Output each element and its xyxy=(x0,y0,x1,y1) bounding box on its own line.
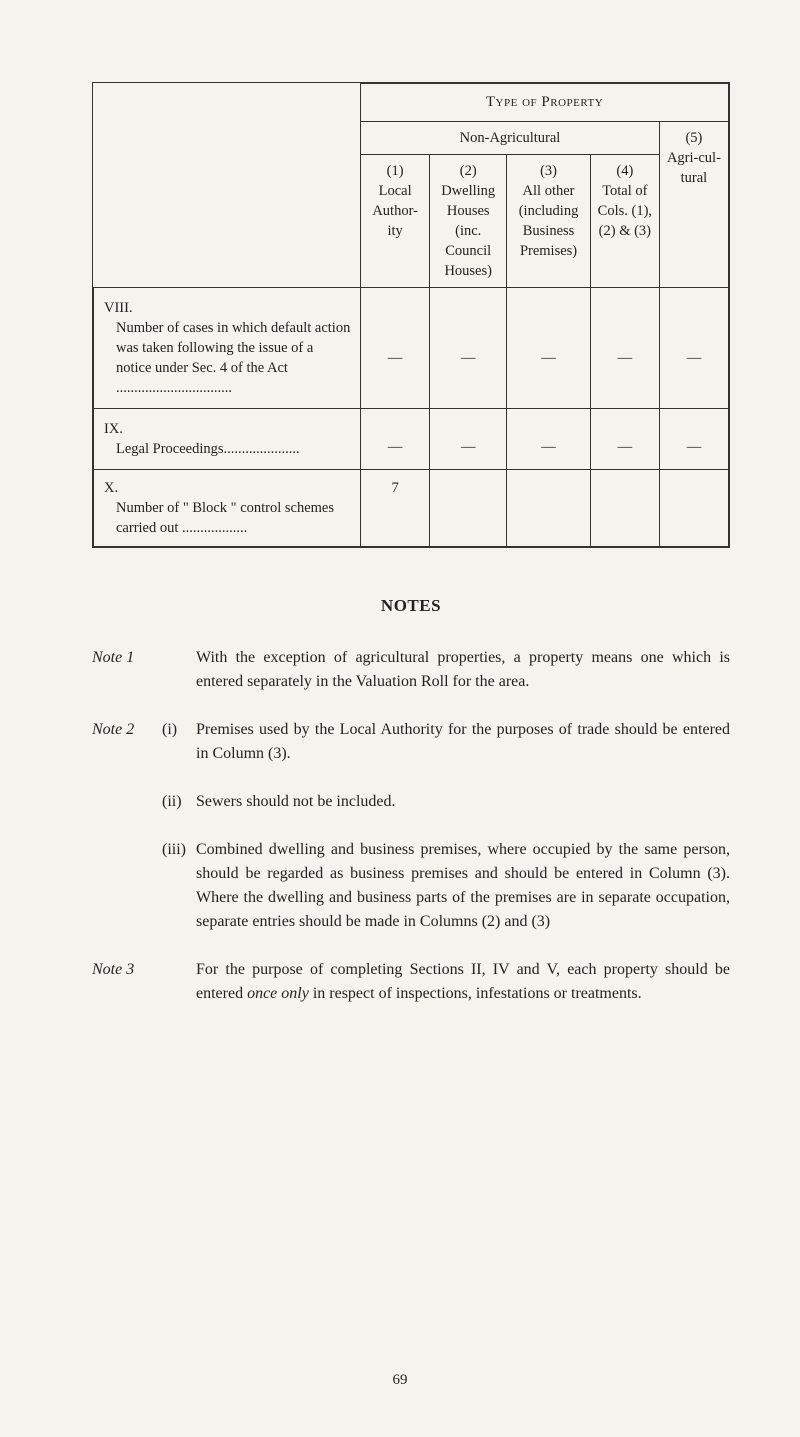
col-header-1: (1) Local Author-ity xyxy=(361,154,430,287)
table-row: VIII. Number of cases in which default a… xyxy=(94,287,729,408)
note-text: Premises used by the Local Authority for… xyxy=(196,718,730,766)
cell: — xyxy=(507,287,591,408)
note-label: Note 1 xyxy=(92,646,162,694)
note-sublabel: (iii) xyxy=(162,838,196,934)
note-2-i: Note 2 (i) Premises used by the Local Au… xyxy=(92,718,730,766)
rowhead-blank xyxy=(94,84,361,288)
header-row-top: Type of Property xyxy=(94,84,729,122)
row-desc-ix: IX. Legal Proceedings...................… xyxy=(94,408,361,469)
row-text: Legal Proceedings..................... xyxy=(104,439,300,459)
row-text: Number of cases in which default action … xyxy=(104,318,352,398)
note-label-blank xyxy=(92,790,162,814)
note-text: Combined dwelling and business premises,… xyxy=(196,838,730,934)
row-desc-viii: VIII. Number of cases in which default a… xyxy=(94,287,361,408)
notes-heading: NOTES xyxy=(92,596,730,616)
note-label-blank xyxy=(92,838,162,934)
note-2-ii: (ii) Sewers should not be included. xyxy=(92,790,730,814)
cell: — xyxy=(430,408,507,469)
row-roman: IX. xyxy=(104,421,123,437)
note-text: Sewers should not be included. xyxy=(196,790,730,814)
table-row: X. Number of " Block " control schemes c… xyxy=(94,469,729,546)
cell: — xyxy=(507,408,591,469)
cell: — xyxy=(590,287,659,408)
col-label-1: Local Author-ity xyxy=(372,183,418,239)
note-label: Note 2 xyxy=(92,718,162,766)
note-text: For the purpose of completing Sections I… xyxy=(196,958,730,1006)
note-sublabel-blank xyxy=(162,646,196,694)
col-label-2: Dwelling Houses (inc. Council Houses) xyxy=(441,183,495,279)
cell: — xyxy=(659,408,728,469)
type-of-property-table: Type of Property Non-Agricultural (5) Ag… xyxy=(93,83,729,547)
cell xyxy=(507,469,591,546)
cell xyxy=(590,469,659,546)
col-label-5: Agri-cul-tural xyxy=(667,150,721,186)
col-header-4: (4) Total of Cols. (1), (2) & (3) xyxy=(590,154,659,287)
table-row: IX. Legal Proceedings...................… xyxy=(94,408,729,469)
note3-post: in respect of inspections, infestations … xyxy=(309,985,642,1002)
header-type-of-property: Type of Property xyxy=(361,84,729,122)
col-header-2: (2) Dwelling Houses (inc. Council Houses… xyxy=(430,154,507,287)
col-num-2: (2) xyxy=(460,163,477,179)
col-header-3: (3) All other (including Business Premis… xyxy=(507,154,591,287)
note-sublabel-blank xyxy=(162,958,196,1006)
note-text: With the exception of agricultural prope… xyxy=(196,646,730,694)
col-num-1: (1) xyxy=(387,163,404,179)
note-sublabel: (i) xyxy=(162,718,196,766)
col-label-3: All other (including Business Premises) xyxy=(519,183,579,259)
page-number: 69 xyxy=(0,1372,800,1389)
col-num-3: (3) xyxy=(540,163,557,179)
col-num-5: (5) xyxy=(685,130,702,146)
cell: — xyxy=(590,408,659,469)
cell: 7 xyxy=(361,469,430,546)
row-roman: X. xyxy=(104,480,118,496)
note3-em: once only xyxy=(247,985,309,1002)
cell: — xyxy=(361,408,430,469)
note-label: Note 3 xyxy=(92,958,162,1006)
row-text: Number of " Block " control schemes carr… xyxy=(104,498,352,538)
note-3: Note 3 For the purpose of completing Sec… xyxy=(92,958,730,1006)
cell: — xyxy=(361,287,430,408)
col-label-4: Total of Cols. (1), (2) & (3) xyxy=(598,183,652,239)
cell xyxy=(430,469,507,546)
note-1: Note 1 With the exception of agricultura… xyxy=(92,646,730,694)
note-2-iii: (iii) Combined dwelling and business pre… xyxy=(92,838,730,934)
note-sublabel: (ii) xyxy=(162,790,196,814)
cell xyxy=(659,469,728,546)
header-non-agricultural: Non-Agricultural xyxy=(361,121,660,154)
row-roman: VIII. xyxy=(104,300,133,316)
col-header-5: (5) Agri-cul-tural xyxy=(659,121,728,287)
cell: — xyxy=(430,287,507,408)
cell: — xyxy=(659,287,728,408)
property-table: Type of Property Non-Agricultural (5) Ag… xyxy=(92,82,730,548)
col-num-4: (4) xyxy=(616,163,633,179)
row-desc-x: X. Number of " Block " control schemes c… xyxy=(94,469,361,546)
